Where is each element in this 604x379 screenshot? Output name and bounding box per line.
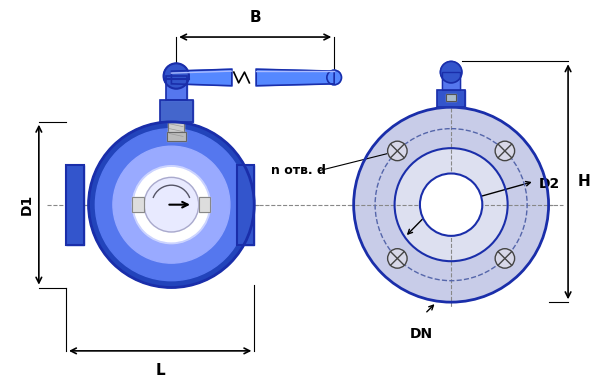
Bar (167, 132, 186, 141)
Bar (159, 100, 193, 122)
Bar (169, 122, 184, 139)
Bar (437, 90, 464, 107)
Bar (169, 122, 184, 139)
Circle shape (164, 63, 189, 89)
Circle shape (420, 174, 483, 236)
Circle shape (95, 128, 248, 281)
Text: D1: D1 (20, 194, 34, 215)
Bar (437, 90, 464, 107)
Bar (66, 165, 84, 244)
Bar (199, 197, 210, 213)
Text: n отв. d: n отв. d (271, 164, 326, 177)
Text: DN: DN (410, 326, 433, 340)
Text: L: L (155, 363, 165, 377)
Circle shape (152, 185, 191, 224)
Text: D2: D2 (538, 177, 560, 191)
Bar (237, 165, 254, 244)
Circle shape (113, 146, 230, 263)
Bar (237, 165, 254, 244)
Circle shape (440, 61, 462, 83)
Circle shape (132, 166, 210, 244)
Bar (165, 76, 187, 100)
Bar (442, 72, 460, 90)
Bar (165, 76, 187, 100)
Circle shape (388, 249, 407, 268)
Circle shape (89, 122, 254, 288)
Bar (167, 132, 186, 141)
Polygon shape (256, 69, 334, 86)
Bar (132, 197, 144, 213)
Polygon shape (172, 69, 232, 86)
Bar (446, 94, 456, 101)
Bar (199, 197, 210, 213)
Bar (66, 165, 84, 244)
Wedge shape (134, 168, 208, 242)
Circle shape (388, 141, 407, 161)
Circle shape (144, 177, 199, 232)
Text: H: H (578, 174, 591, 189)
Text: B: B (249, 10, 261, 25)
Circle shape (354, 107, 548, 302)
Bar (159, 100, 193, 122)
Bar (442, 72, 460, 90)
Circle shape (495, 249, 515, 268)
Circle shape (394, 148, 507, 261)
Bar (132, 197, 144, 213)
Circle shape (327, 70, 341, 85)
Bar (446, 94, 456, 101)
Circle shape (495, 141, 515, 161)
